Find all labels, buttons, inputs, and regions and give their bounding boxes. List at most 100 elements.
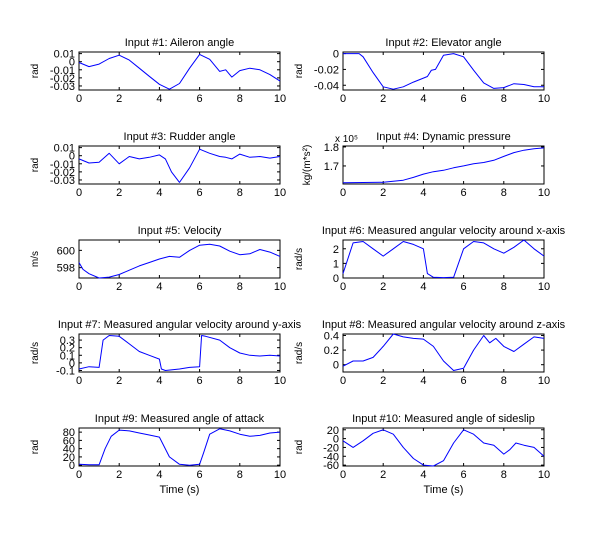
- x-tick-label: 10: [538, 469, 550, 481]
- y-axis-label: rad: [30, 158, 41, 172]
- y-axis-label: rad/s: [30, 342, 41, 364]
- x-tick-label: 10: [538, 93, 550, 105]
- chart-panel-7: Input #7: Measured angular velocity arou…: [30, 319, 302, 387]
- y-scale-label: x 10⁵: [335, 134, 358, 145]
- y-axis-label: kg/(m*s²): [302, 145, 313, 186]
- x-tick-label: 6: [197, 93, 203, 105]
- series-line: [343, 53, 544, 90]
- y-tick-label: 1.7: [324, 161, 339, 173]
- x-tick-label: 2: [116, 469, 122, 481]
- y-tick-label: 2: [333, 244, 339, 256]
- y-tick-label: 0: [69, 460, 75, 472]
- x-tick-label: 4: [156, 281, 162, 293]
- y-axis-label: rad: [294, 440, 305, 454]
- chart-title: Input #1: Aileron angle: [125, 37, 234, 49]
- x-tick-label: 6: [197, 281, 203, 293]
- series-line: [78, 428, 281, 466]
- y-tick-label: -0.01: [50, 65, 75, 77]
- chart-title: Input #2: Elevator angle: [385, 37, 501, 49]
- x-tick-label: 6: [197, 187, 203, 199]
- series-line: [342, 239, 545, 279]
- y-tick-label: 60: [63, 435, 75, 447]
- x-tick-label: 4: [156, 187, 162, 199]
- chart-panel-2: Input #2: Elevator angle 0 2 4 6 8 10 0 -0.02 -0.…: [294, 37, 550, 105]
- x-tick-label: 6: [197, 469, 203, 481]
- plot-area: [342, 239, 545, 279]
- x-tick-label: 6: [461, 187, 467, 199]
- y-axis-label: rad/s: [294, 342, 305, 364]
- x-axis-label: Time (s): [160, 484, 200, 496]
- x-tick-label: 6: [461, 281, 467, 293]
- x-tick-label: 6: [197, 375, 203, 387]
- x-tick-label: 8: [501, 469, 507, 481]
- y-tick-label: 40: [63, 444, 75, 456]
- x-tick-label: 0: [76, 281, 82, 293]
- x-tick-label: 2: [116, 93, 122, 105]
- x-tick-label: 8: [237, 375, 243, 387]
- y-tick-label: 0.2: [60, 343, 75, 355]
- chart-panel-5: Input #5: Velocity 0 2 4 6 8 10 600 598 m/s: [30, 225, 286, 293]
- y-tick-label: 0.1: [60, 350, 75, 362]
- chart-title: Input #3: Rudder angle: [124, 131, 236, 143]
- y-axis-label: rad: [30, 64, 41, 78]
- x-tick-label: 8: [501, 281, 507, 293]
- x-tick-label: 8: [501, 375, 507, 387]
- plot-area: [342, 333, 545, 373]
- series-line: [78, 335, 281, 371]
- series-line: [78, 148, 281, 183]
- y-tick-label: -0.02: [314, 64, 339, 76]
- y-axis-label: rad: [294, 64, 305, 78]
- x-tick-label: 2: [116, 375, 122, 387]
- chart-title: Input #10: Measured angle of sideslip: [352, 413, 535, 425]
- y-tick-label: 0: [333, 273, 339, 285]
- chart-panel-10: Input #10: Measured angle of sideslip 0 2 4…: [294, 413, 550, 496]
- x-tick-label: 8: [237, 93, 243, 105]
- y-tick-label: -0.1: [56, 365, 75, 377]
- y-tick-label: 0: [69, 151, 75, 163]
- x-tick-label: 10: [274, 187, 286, 199]
- x-tick-label: 0: [340, 281, 346, 293]
- x-tick-label: 0: [340, 469, 346, 481]
- x-tick-label: 10: [538, 281, 550, 293]
- x-axis-label: Time (s): [424, 484, 464, 496]
- y-tick-label: -0.02: [50, 73, 75, 85]
- chart-title: Input #8: Measured angular velocity arou…: [322, 319, 566, 331]
- y-tick-label: -0.03: [50, 81, 75, 93]
- chart-title: Input #5: Velocity: [138, 225, 222, 237]
- x-tick-label: 8: [501, 187, 507, 199]
- series-line: [342, 147, 545, 184]
- y-axis-label: m/s: [30, 251, 41, 267]
- y-axis-label: rad: [30, 440, 41, 454]
- series-line: [78, 53, 281, 90]
- x-tick-label: 2: [380, 375, 386, 387]
- x-tick-label: 10: [274, 375, 286, 387]
- y-tick-label: 0: [69, 57, 75, 69]
- x-tick-label: 4: [156, 469, 162, 481]
- chart-panel-8: Input #8: Measured angular velocity arou…: [294, 319, 566, 387]
- x-tick-label: 4: [156, 93, 162, 105]
- y-tick-label: -0.04: [314, 80, 339, 92]
- x-tick-label: 0: [76, 375, 82, 387]
- plot-area: [342, 51, 545, 91]
- chart-title: Input #7: Measured angular velocity arou…: [58, 319, 302, 331]
- plot-area: [342, 427, 545, 467]
- y-tick-label: 0.4: [324, 330, 339, 342]
- x-tick-label: 4: [420, 187, 426, 199]
- x-tick-label: 8: [501, 93, 507, 105]
- x-tick-label: 2: [380, 93, 386, 105]
- y-tick-label: 0: [333, 360, 339, 372]
- plot-area: [78, 427, 281, 467]
- chart-panel-6: Input #6: Measured angular velocity arou…: [294, 225, 566, 293]
- y-tick-label: 20: [63, 452, 75, 464]
- series-line: [342, 429, 545, 467]
- x-tick-label: 10: [274, 93, 286, 105]
- plot-area: [342, 145, 545, 185]
- x-tick-label: 8: [237, 281, 243, 293]
- y-tick-label: 0.3: [60, 335, 75, 347]
- x-tick-label: 0: [76, 469, 82, 481]
- y-tick-label: 0: [333, 434, 339, 446]
- x-tick-label: 2: [380, 469, 386, 481]
- y-tick-label: 1: [333, 258, 339, 270]
